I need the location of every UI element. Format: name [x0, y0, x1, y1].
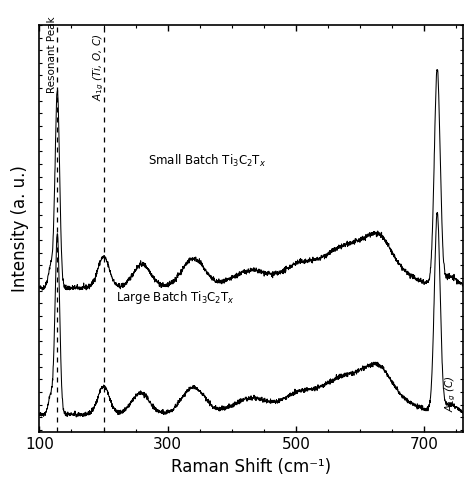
- Text: Large Batch Ti$_3$C$_2$T$_x$: Large Batch Ti$_3$C$_2$T$_x$: [117, 289, 235, 306]
- Text: $A_{1g}$ (C): $A_{1g}$ (C): [444, 375, 458, 412]
- X-axis label: Raman Shift (cm⁻¹): Raman Shift (cm⁻¹): [171, 458, 331, 476]
- Text: Resonant Peak: Resonant Peak: [47, 17, 57, 93]
- Y-axis label: Intensity (a. u.): Intensity (a. u.): [11, 165, 29, 292]
- Text: Small Batch Ti$_3$C$_2$T$_x$: Small Batch Ti$_3$C$_2$T$_x$: [148, 153, 267, 169]
- Text: $A_{1g}$ (Ti, O, C): $A_{1g}$ (Ti, O, C): [91, 34, 106, 101]
